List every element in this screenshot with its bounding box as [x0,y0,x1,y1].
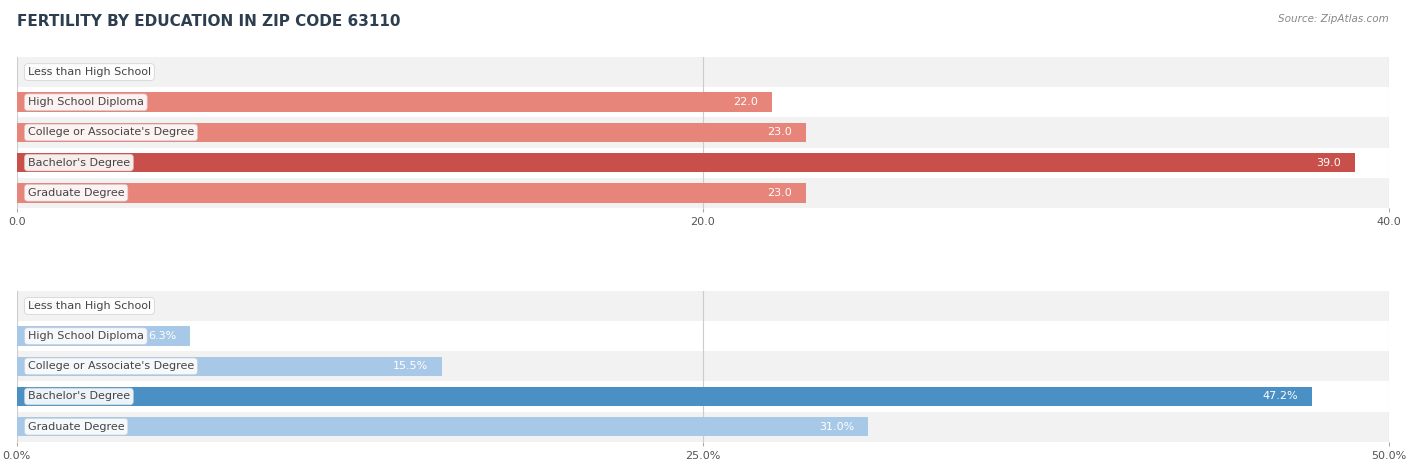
Bar [17,417,868,437]
Bar [17,87,1389,117]
Text: 0.0: 0.0 [31,67,48,77]
Text: FERTILITY BY EDUCATION IN ZIP CODE 63110: FERTILITY BY EDUCATION IN ZIP CODE 63110 [17,14,401,29]
Bar [17,183,806,203]
Bar [17,321,1389,351]
Text: 15.5%: 15.5% [394,361,429,371]
Text: 23.0: 23.0 [768,188,792,198]
Bar [17,291,1389,321]
Bar [17,357,443,376]
Text: High School Diploma: High School Diploma [28,97,143,107]
Bar [17,57,1389,87]
Bar [17,93,772,112]
Text: Graduate Degree: Graduate Degree [28,422,125,432]
Bar [17,326,190,346]
Text: 47.2%: 47.2% [1263,391,1299,401]
Bar [17,411,1389,442]
Text: 22.0: 22.0 [733,97,758,107]
Bar [17,123,806,142]
Bar [17,153,1355,172]
Text: Less than High School: Less than High School [28,301,150,311]
Text: 6.3%: 6.3% [148,331,176,341]
Text: College or Associate's Degree: College or Associate's Degree [28,127,194,137]
Text: College or Associate's Degree: College or Associate's Degree [28,361,194,371]
Text: 31.0%: 31.0% [818,422,853,432]
Text: Graduate Degree: Graduate Degree [28,188,125,198]
Bar [17,381,1389,411]
Bar [17,387,1312,406]
Text: Source: ZipAtlas.com: Source: ZipAtlas.com [1278,14,1389,24]
Text: Bachelor's Degree: Bachelor's Degree [28,391,129,401]
Text: 0.0%: 0.0% [31,301,59,311]
Text: Bachelor's Degree: Bachelor's Degree [28,158,129,168]
Bar [17,117,1389,148]
Bar [17,351,1389,381]
Bar [17,148,1389,178]
Text: Less than High School: Less than High School [28,67,150,77]
Text: 39.0: 39.0 [1316,158,1341,168]
Bar [17,178,1389,208]
Text: 23.0: 23.0 [768,127,792,137]
Text: High School Diploma: High School Diploma [28,331,143,341]
